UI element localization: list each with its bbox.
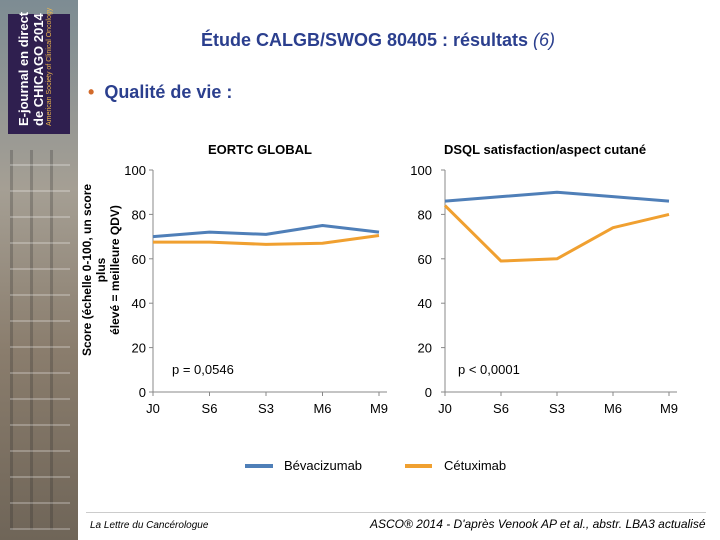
legend-bevacizumab: Bévacizumab: [284, 458, 363, 473]
chart1-ytick-label: 60: [132, 252, 146, 267]
bullet-quality-of-life: • Qualité de vie :: [88, 82, 232, 103]
chart2-xtick-label: S6: [493, 401, 509, 416]
bullet-text: Qualité de vie :: [104, 82, 233, 102]
bullet-dot: •: [88, 82, 95, 102]
chart2-ytick-label: 80: [418, 207, 432, 222]
chart2-ytick-label: 60: [418, 252, 432, 267]
chart1-xtick-label: M6: [313, 401, 331, 416]
page-title: Étude CALGB/SWOG 80405 : résultats (6): [78, 30, 678, 51]
footer-reference: ASCO® 2014 - D'après Venook AP et al., a…: [370, 517, 706, 531]
chart2-pvalue: p < 0,0001: [458, 362, 520, 377]
chart1-ytick-label: 100: [124, 163, 146, 178]
chart1-xtick-label: M9: [370, 401, 388, 416]
chart1-xtick-label: S3: [258, 401, 274, 416]
chart1-pvalue: p = 0,0546: [172, 362, 234, 377]
footer-divider: [86, 512, 706, 513]
legend-cetuximab: Cétuximab: [444, 458, 507, 473]
chart2-series-bevacizumab: [444, 190, 670, 203]
chart1-series-cetuximab: [153, 234, 380, 246]
chart2-xtick-label: M9: [660, 401, 678, 416]
chart2-title: DSQL satisfaction/aspect cutané: [444, 142, 647, 157]
side-banner: E-journal en direct de CHICAGO 2014 Amer…: [0, 0, 78, 540]
chart1-series-bevacizumab: [152, 224, 380, 239]
title-text: Étude CALGB/SWOG 80405 : résultats: [200, 30, 529, 50]
chart1-ytick-label: 0: [139, 385, 146, 400]
chart1-title: EORTC GLOBAL: [208, 142, 312, 157]
chart2-series-cetuximab: [443, 204, 670, 263]
chart2-xtick-label: J0: [438, 401, 452, 416]
footer-journal: La Lettre du Cancérologue: [90, 520, 209, 531]
title-suffix: (6): [533, 30, 556, 50]
chart2-xtick-label: S3: [549, 401, 565, 416]
chart1-xtick-label: S6: [202, 401, 218, 416]
chart2-ytick-label: 40: [418, 296, 432, 311]
chart2-ytick-label: 20: [418, 341, 432, 356]
chart2-xtick-label: M6: [604, 401, 622, 416]
chart1-ytick-label: 40: [132, 296, 146, 311]
ejournal-logo: [8, 14, 70, 134]
chart2-ytick-label: 0: [425, 385, 432, 400]
building-background: [10, 150, 70, 530]
chart1-ytick-label: 20: [132, 341, 146, 356]
chart1-ytick-label: 80: [132, 207, 146, 222]
chart2-ytick-label: 100: [410, 163, 432, 178]
chart1-xtick-label: J0: [146, 401, 160, 416]
